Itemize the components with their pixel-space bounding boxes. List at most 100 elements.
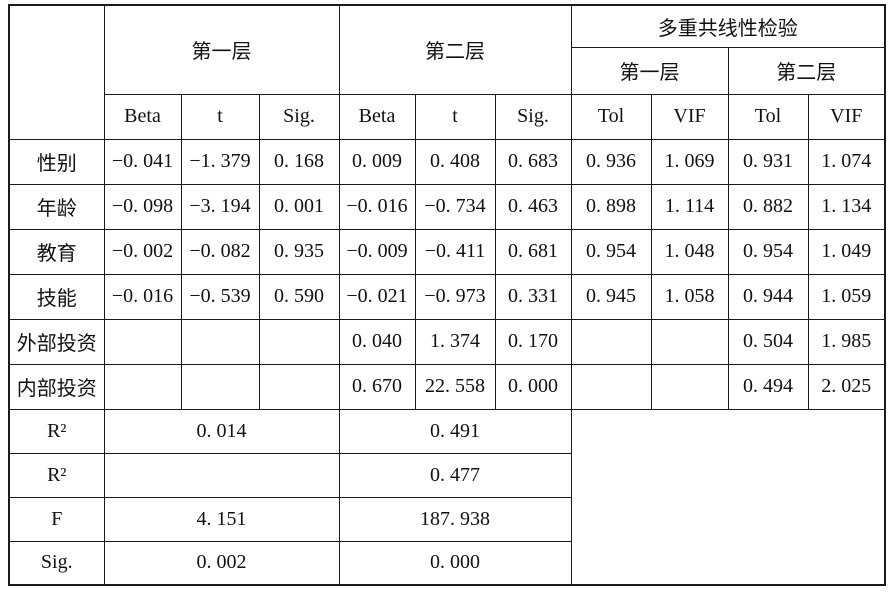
- data-cell: 0. 000: [494, 363, 572, 410]
- row-label: 外部投资: [8, 318, 105, 365]
- data-cell: 0. 945: [570, 273, 652, 320]
- data-cell: 0. 504: [727, 318, 809, 365]
- col-header-vif1: VIF: [650, 93, 729, 140]
- header-row-1: 第一层 第二层 多重共线性检验: [8, 4, 886, 140]
- header-collinearity-layer2: 第二层: [727, 46, 886, 95]
- summary-row-f: F 4. 151 187. 938: [8, 496, 885, 542]
- col-header-sig2: Sig.: [494, 93, 572, 140]
- summary-blank-cell: [570, 408, 886, 586]
- row-label: R²: [8, 408, 105, 454]
- col-header-tol2: Tol: [727, 93, 809, 140]
- summary-row-r2: R² 0. 014 0. 491: [8, 408, 886, 586]
- row-label: R²: [8, 452, 105, 498]
- data-cell: 2. 025: [807, 363, 886, 410]
- col-header-tol1: Tol: [570, 93, 652, 140]
- summary-cell-layer1: 0. 002: [103, 540, 340, 586]
- data-cell: 0. 170: [494, 318, 572, 365]
- data-cell: 1. 049: [807, 228, 886, 275]
- col-header-beta2: Beta: [338, 93, 416, 140]
- table-row-age: 年龄 −0. 098 −3. 194 0. 001 −0. 016 −0. 73…: [8, 183, 886, 230]
- data-cell: [103, 318, 182, 365]
- data-cell: 0. 898: [570, 183, 652, 230]
- row-label: 内部投资: [8, 363, 105, 410]
- table-body: 性别 −0. 041 −1. 379 0. 168 0. 009 0. 408 …: [8, 138, 886, 586]
- summary-cell-layer1: 0. 014: [103, 408, 340, 454]
- data-cell: 0. 683: [494, 138, 572, 185]
- regression-results-table: 第一层 第二层 多重共线性检验 第一层 第二层 Beta t Sig. Beta…: [8, 4, 886, 586]
- data-cell: −0. 021: [338, 273, 416, 320]
- data-cell: −3. 194: [180, 183, 260, 230]
- data-cell: 0. 494: [727, 363, 809, 410]
- row-label: 教育: [8, 228, 105, 275]
- data-cell: 1. 134: [807, 183, 886, 230]
- header-row-2: 第一层 第二层: [9, 46, 886, 95]
- summary-cell-layer2: 0. 491: [338, 408, 572, 454]
- data-cell: −0. 002: [103, 228, 182, 275]
- data-cell: 0. 954: [570, 228, 652, 275]
- data-cell: 0. 944: [727, 273, 809, 320]
- data-cell: −0. 973: [414, 273, 496, 320]
- data-cell: 0. 040: [338, 318, 416, 365]
- header-layer1: 第一层: [103, 4, 340, 95]
- header-collinearity: 多重共线性检验: [570, 4, 886, 48]
- summary-row-sig: Sig. 0. 002 0. 000: [8, 540, 885, 586]
- data-cell: 0. 931: [727, 138, 809, 185]
- data-cell: 0. 168: [258, 138, 340, 185]
- table-row-education: 教育 −0. 002 −0. 082 0. 935 −0. 009 −0. 41…: [8, 228, 886, 275]
- data-cell: [103, 363, 182, 410]
- row-label: F: [8, 496, 105, 542]
- row-label: Sig.: [8, 540, 105, 586]
- data-cell: 0. 670: [338, 363, 416, 410]
- summary-cell-layer2: 0. 477: [338, 452, 572, 498]
- summary-row-r2-adjusted: R² 0. 477: [8, 452, 885, 498]
- table-row-gender: 性别 −0. 041 −1. 379 0. 168 0. 009 0. 408 …: [8, 138, 886, 185]
- col-header-sig1: Sig.: [258, 93, 340, 140]
- data-cell: [258, 318, 340, 365]
- data-cell: [650, 363, 729, 410]
- data-cell: [258, 363, 340, 410]
- table-header: 第一层 第二层 多重共线性检验 第一层 第二层 Beta t Sig. Beta…: [8, 4, 886, 140]
- row-label: 技能: [8, 273, 105, 320]
- table-row-internal-investment: 内部投资 0. 670 22. 558 0. 000 0. 494 2. 025: [8, 363, 886, 410]
- summary-cell-layer2: 0. 000: [338, 540, 572, 586]
- data-cell: 1. 058: [650, 273, 729, 320]
- data-cell: 0. 935: [258, 228, 340, 275]
- summary-cell-layer1: 4. 151: [103, 496, 340, 542]
- data-cell: −0. 082: [180, 228, 260, 275]
- data-cell: 1. 374: [414, 318, 496, 365]
- col-header-t1: t: [180, 93, 260, 140]
- header-collinearity-layer1: 第一层: [570, 46, 729, 95]
- data-cell: 0. 936: [570, 138, 652, 185]
- data-cell: 0. 463: [494, 183, 572, 230]
- data-cell: 1. 985: [807, 318, 886, 365]
- data-cell: 0. 590: [258, 273, 340, 320]
- data-cell: 0. 009: [338, 138, 416, 185]
- data-cell: 0. 408: [414, 138, 496, 185]
- data-cell: −0. 016: [103, 273, 182, 320]
- data-cell: [650, 318, 729, 365]
- col-header-beta1: Beta: [103, 93, 182, 140]
- data-cell: 0. 001: [258, 183, 340, 230]
- data-cell: −0. 734: [414, 183, 496, 230]
- data-cell: 1. 069: [650, 138, 729, 185]
- corner-cell: [8, 4, 105, 140]
- data-cell: −0. 041: [103, 138, 182, 185]
- data-cell: −0. 539: [180, 273, 260, 320]
- data-cell: 1. 074: [807, 138, 886, 185]
- data-cell: −0. 098: [103, 183, 182, 230]
- header-row-3: Beta t Sig. Beta t Sig. Tol VIF Tol VIF: [9, 93, 886, 140]
- header-layer2: 第二层: [338, 4, 572, 95]
- data-cell: 0. 331: [494, 273, 572, 320]
- col-header-t2: t: [414, 93, 496, 140]
- data-cell: 1. 059: [807, 273, 886, 320]
- data-cell: [180, 363, 260, 410]
- data-cell: [570, 363, 652, 410]
- data-cell: 0. 681: [494, 228, 572, 275]
- data-cell: 22. 558: [414, 363, 496, 410]
- row-label: 年龄: [8, 183, 105, 230]
- data-cell: 1. 114: [650, 183, 729, 230]
- summary-cell-layer1: [103, 452, 340, 498]
- data-cell: 1. 048: [650, 228, 729, 275]
- summary-cell-layer2: 187. 938: [338, 496, 572, 542]
